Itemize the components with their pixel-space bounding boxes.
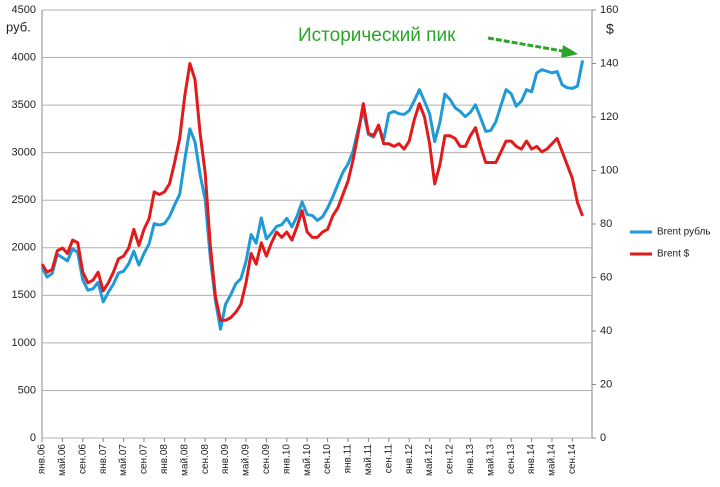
x-tick-label: сен.06: [77, 444, 88, 474]
series-line: [40, 60, 585, 331]
y-tick-label: 2500: [12, 194, 36, 206]
y-tick-label: 1000: [12, 337, 36, 349]
x-tick-label: сен.13: [506, 444, 517, 474]
x-tick-label: сен.07: [139, 444, 150, 474]
y-tick-label: 3000: [12, 147, 36, 159]
annotation-arrow: [487, 36, 569, 54]
y-tick-label: 1500: [12, 289, 36, 301]
x-tick-label: янв.08: [159, 444, 170, 475]
y2-tick-label: 140: [600, 57, 618, 69]
x-tick-label: янв.12: [404, 444, 415, 475]
x-tick-label: май.08: [179, 444, 190, 476]
x-tick-label: сен.11: [383, 444, 394, 474]
y2-tick-label: 40: [600, 325, 612, 337]
x-tick-label: янв.06: [37, 444, 48, 475]
y2-axis-label: $: [606, 21, 614, 37]
x-tick-label: сен.10: [322, 444, 333, 474]
x-tick-label: май.13: [485, 444, 496, 476]
y2-tick-label: 60: [600, 271, 612, 283]
legend-label: Brent рубль: [657, 226, 711, 238]
legend-label: Brent $: [657, 249, 690, 260]
x-tick-label: май.12: [424, 444, 435, 476]
y-tick-label: 4000: [12, 51, 36, 63]
y-tick-label: 500: [18, 384, 36, 396]
x-tick-label: янв.07: [98, 444, 109, 475]
y2-tick-label: 0: [600, 432, 606, 444]
x-tick-label: янв.13: [465, 444, 476, 475]
x-tick-label: май.10: [302, 444, 313, 476]
x-tick-label: май.06: [57, 444, 68, 476]
y-tick-label: 2000: [12, 242, 36, 254]
y-tick-label: 0: [30, 432, 36, 444]
arrow-head: [561, 45, 578, 58]
x-tick-label: май.09: [241, 444, 252, 476]
x-tick-label: май.07: [118, 444, 129, 476]
y2-tick-label: 120: [600, 111, 618, 123]
y-tick-label: 4500: [12, 4, 36, 16]
x-tick-label: янв.14: [526, 444, 537, 475]
series-line: [40, 62, 585, 322]
y-axis-label: руб.: [6, 19, 31, 34]
x-tick-label: сен.09: [261, 444, 272, 474]
x-tick-label: сен.12: [445, 444, 456, 474]
y2-tick-label: 20: [600, 378, 612, 390]
y2-tick-label: 80: [600, 218, 612, 230]
y2-tick-label: 160: [600, 4, 618, 16]
x-tick-label: май.14: [547, 444, 558, 476]
x-tick-label: сен.14: [567, 444, 578, 474]
x-tick-label: сен.08: [200, 444, 211, 474]
y2-tick-label: 100: [600, 164, 618, 176]
x-tick-label: янв.09: [220, 444, 231, 475]
annotation: Исторический пик: [298, 25, 456, 46]
x-tick-label: янв.10: [281, 444, 292, 475]
y-tick-label: 3500: [12, 99, 36, 111]
x-tick-label: янв.11: [343, 444, 354, 474]
x-tick-label: май.11: [363, 444, 374, 476]
